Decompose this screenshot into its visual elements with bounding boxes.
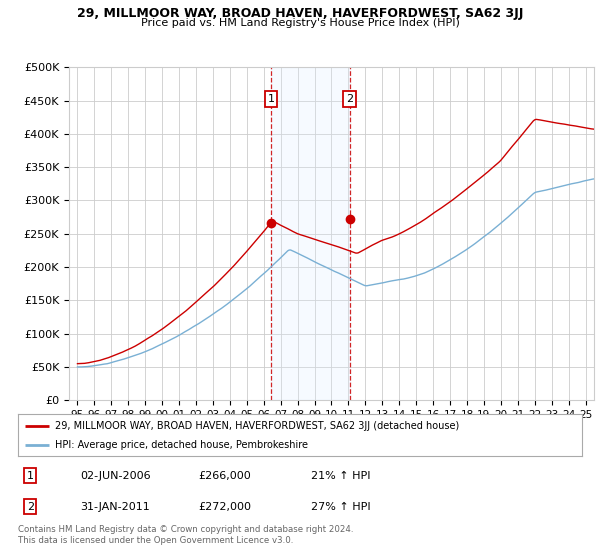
- Text: Price paid vs. HM Land Registry's House Price Index (HPI): Price paid vs. HM Land Registry's House …: [140, 18, 460, 28]
- Text: 1: 1: [268, 94, 274, 104]
- Text: 02-JUN-2006: 02-JUN-2006: [80, 471, 151, 481]
- Text: 29, MILLMOOR WAY, BROAD HAVEN, HAVERFORDWEST, SA62 3JJ (detached house): 29, MILLMOOR WAY, BROAD HAVEN, HAVERFORD…: [55, 421, 459, 431]
- Text: £272,000: £272,000: [199, 502, 251, 512]
- Text: £266,000: £266,000: [199, 471, 251, 481]
- Text: 2: 2: [346, 94, 353, 104]
- Text: 21% ↑ HPI: 21% ↑ HPI: [311, 471, 371, 481]
- Text: Contains HM Land Registry data © Crown copyright and database right 2024.
This d: Contains HM Land Registry data © Crown c…: [18, 525, 353, 545]
- Text: HPI: Average price, detached house, Pembrokeshire: HPI: Average price, detached house, Pemb…: [55, 440, 308, 450]
- Text: 29, MILLMOOR WAY, BROAD HAVEN, HAVERFORDWEST, SA62 3JJ: 29, MILLMOOR WAY, BROAD HAVEN, HAVERFORD…: [77, 7, 523, 20]
- Text: 31-JAN-2011: 31-JAN-2011: [80, 502, 150, 512]
- Text: 27% ↑ HPI: 27% ↑ HPI: [311, 502, 371, 512]
- Text: 1: 1: [27, 471, 34, 481]
- Bar: [271, 67, 350, 400]
- Text: 2: 2: [27, 502, 34, 512]
